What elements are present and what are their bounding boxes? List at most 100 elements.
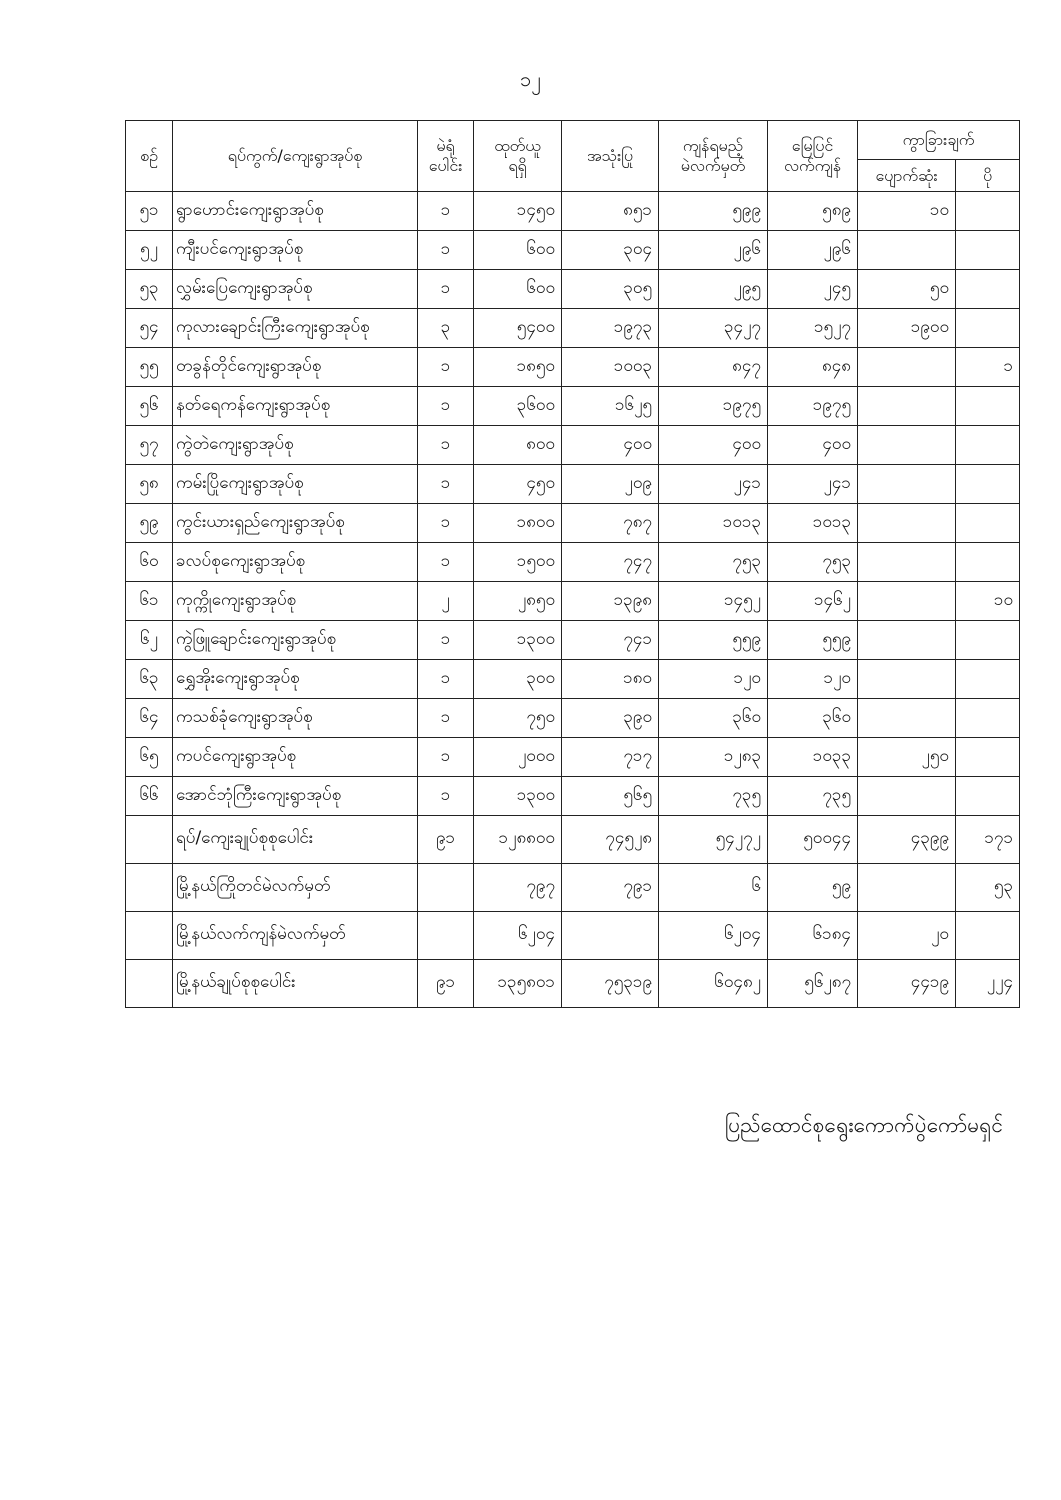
table-cell: ၅၉၉ bbox=[658, 191, 768, 231]
table-row: ၆၁ ကုက္ကိုကျေးရွာအုပ်စု၂၂၈၅၀ ၁၃၉၈ ၁၄၅၂ ၁၄၆၂ ၁… bbox=[125, 581, 1020, 621]
table-cell: ၄၅၀ bbox=[473, 464, 562, 504]
table-cell: ၁ bbox=[417, 737, 474, 777]
table-cell: ၅၅၉ bbox=[658, 620, 768, 660]
table-cell: ၂ bbox=[417, 581, 474, 621]
table-cell: ၅၄ bbox=[125, 308, 173, 348]
table-cell bbox=[125, 911, 173, 960]
table-cell bbox=[955, 911, 1020, 960]
table-cell: ၁၀ bbox=[857, 191, 956, 231]
table-cell: ၁ bbox=[417, 659, 474, 699]
table-cell: ၆၂ bbox=[125, 620, 173, 660]
table-cell bbox=[857, 581, 956, 621]
table-row: ၅၄ ကုလားချောင်းကြီးကျေးရွာအုပ်စု၃၅၄၀၀ ၁၉၇၃… bbox=[125, 308, 1020, 348]
table-cell: ၁၀၁၃ bbox=[658, 503, 768, 543]
total-row: ရပ်/ကျေးချုပ်စုစုပေါင်း ၉၁ ၁၂၈၈၀၀ ၇၄၅၂၈ ၅၄၂၇… bbox=[125, 815, 1020, 864]
table-cell: ၁ bbox=[417, 776, 474, 816]
table-cell bbox=[857, 386, 956, 426]
table-cell bbox=[955, 191, 1020, 231]
table-cell: ကွဲဖြူချောင်းကျေးရွာအုပ်စု bbox=[172, 620, 418, 660]
table-cell: ၁၃၅၈၀၁ bbox=[473, 959, 562, 1008]
table-cell: ၁၂၀ bbox=[767, 659, 858, 699]
table-cell: အောင်ဘုံကြီးကျေးရွာအုပ်စု bbox=[172, 776, 418, 816]
table-cell: ၁ bbox=[417, 620, 474, 660]
table-cell bbox=[125, 815, 173, 864]
table-cell: ၁ bbox=[417, 191, 474, 231]
table-cell: ၆၀၄၈၂ bbox=[658, 959, 768, 1008]
table-cell: ၅၃ bbox=[955, 863, 1020, 912]
table-cell: ၁၅၂၇ bbox=[767, 308, 858, 348]
header-difference: ကွာခြားချက် bbox=[857, 120, 1020, 160]
header-serial: စဉ် bbox=[125, 120, 173, 192]
table-cell: ၁ bbox=[417, 230, 474, 270]
table-cell: ကသစ်ခုံကျေးရွာအုပ်စု bbox=[172, 698, 418, 738]
table-cell: ရပ်/ကျေးချုပ်စုစုပေါင်း bbox=[172, 815, 418, 864]
table-cell bbox=[857, 620, 956, 660]
table-cell: ၇၅၀ bbox=[473, 698, 562, 738]
table-row: ၅၆ နတ်ရေကန်ကျေးရွာအုပ်စု၁၃၆၀၀ ၁၆၂၅ ၁၉၇၅ ၁၉၇၅ bbox=[125, 386, 1020, 426]
table-row: ၆၄ ကသစ်ခုံကျေးရွာအုပ်စု၁၇၅၀ ၃၉၀ ၃၆၀ ၃၆၀ bbox=[125, 698, 1020, 738]
table-cell bbox=[857, 659, 956, 699]
page-number: ၁၂ bbox=[519, 67, 542, 91]
table-cell: ၈၄၈ bbox=[767, 347, 858, 387]
table-cell: ၂၀ bbox=[857, 911, 956, 960]
table-cell: ၆၀၀ bbox=[473, 230, 562, 270]
table-cell bbox=[857, 503, 956, 543]
table-cell: မြို့နယ်ချုပ်စုစုပေါင်း bbox=[172, 959, 418, 1008]
table-row: ၆၂ ကွဲဖြူချောင်းကျေးရွာအုပ်စု၁၁၃၀၀ ၇၄၁ ၅၅၉၅… bbox=[125, 620, 1020, 660]
table-cell: မြို့နယ်ကြိုတင်မဲလက်မှတ် bbox=[172, 863, 418, 912]
table-cell bbox=[417, 863, 474, 912]
table-cell bbox=[955, 386, 1020, 426]
table-row: ၆၅ ကပင်ကျေးရွာအုပ်စု၁၂၀၀၀ ၇၁၇ ၁၂၈၃ ၁၀၃၃ ၂၅၀ bbox=[125, 737, 1020, 777]
table-row: ၅၈ ကမ်းပြိုကျေးရွာအုပ်စု၁၄၅၀ ၂၀၉ ၂၄၁ ၂၄၁ bbox=[125, 464, 1020, 504]
total-row: မြို့နယ်ကြိုတင်မဲလက်မှတ် ၇၉၇ ၇၉၁၆၅၉ ၅၃ bbox=[125, 863, 1020, 912]
table-cell: ၅၈၉ bbox=[767, 191, 858, 231]
table-cell: ၈၅၁ bbox=[561, 191, 659, 231]
table-cell bbox=[955, 776, 1020, 816]
table-cell: ကုက္ကိုကျေးရွာအုပ်စု bbox=[172, 581, 418, 621]
table-cell: ၈၀၀ bbox=[473, 425, 562, 465]
table-cell: ၂၂၄ bbox=[955, 959, 1020, 1008]
table-cell: ၅၆ bbox=[125, 386, 173, 426]
table-cell bbox=[857, 698, 956, 738]
table-cell: ၂၉၆ bbox=[767, 230, 858, 270]
table-cell: တခွန်တိုင်ကျေးရွာအုပ်စု bbox=[172, 347, 418, 387]
table-cell: ၁၀၃၃ bbox=[767, 737, 858, 777]
table-cell: ကျီးပင်ကျေးရွာအုပ်စု bbox=[172, 230, 418, 270]
table-cell: ခလပ်စုကျေးရွာအုပ်စု bbox=[172, 542, 418, 582]
table-cell: ၄၀၀ bbox=[658, 425, 768, 465]
table-cell: ၇၄၇ bbox=[561, 542, 659, 582]
table-cell bbox=[955, 737, 1020, 777]
table-cell: ၁၃၉၈ bbox=[561, 581, 659, 621]
table-cell: ၅၆၂၈၇ bbox=[767, 959, 858, 1008]
table-cell bbox=[857, 863, 956, 912]
table-cell: ၃၀၅ bbox=[561, 269, 659, 309]
table-cell: ၁ bbox=[417, 503, 474, 543]
table-cell: ၆၀ bbox=[125, 542, 173, 582]
table-cell: ကပင်ကျေးရွာအုပ်စု bbox=[172, 737, 418, 777]
table-cell: ၇၄၁ bbox=[561, 620, 659, 660]
table-cell bbox=[857, 347, 956, 387]
table-cell: ၆၂၀၄ bbox=[658, 911, 768, 960]
table-cell: ၂၅၀ bbox=[857, 737, 956, 777]
header-excess: ပို bbox=[955, 159, 1020, 192]
table-cell: ၅၀ bbox=[857, 269, 956, 309]
table-cell: ၂၀၉ bbox=[561, 464, 659, 504]
table-cell bbox=[955, 464, 1020, 504]
table-cell: ရွှေအိုးကျေးရွာအုပ်စု bbox=[172, 659, 418, 699]
table-cell: ၁၆၂၅ bbox=[561, 386, 659, 426]
table-cell bbox=[857, 230, 956, 270]
table-cell: ၁၈၀၀ bbox=[473, 503, 562, 543]
table-cell: ၁ bbox=[417, 269, 474, 309]
table-row: ၅၉ ကွင်းယားရှည်ကျေးရွာအုပ်စု၁၁၈၀၀ ၇၈၇ ၁၀၁၃၁… bbox=[125, 503, 1020, 543]
table-cell bbox=[125, 863, 173, 912]
table-cell: ၂၈၅၀ bbox=[473, 581, 562, 621]
table-cell: ၇၉၁ bbox=[561, 863, 659, 912]
table-cell bbox=[857, 776, 956, 816]
table-cell: ၂၄၅ bbox=[767, 269, 858, 309]
table-cell: ၂၉၆ bbox=[658, 230, 768, 270]
table-cell: ၉၁ bbox=[417, 959, 474, 1008]
table-cell: ၈၄၇ bbox=[658, 347, 768, 387]
header-used: အသုံးပြု bbox=[561, 120, 659, 192]
table-cell: ၃ bbox=[417, 308, 474, 348]
table-cell bbox=[417, 911, 474, 960]
